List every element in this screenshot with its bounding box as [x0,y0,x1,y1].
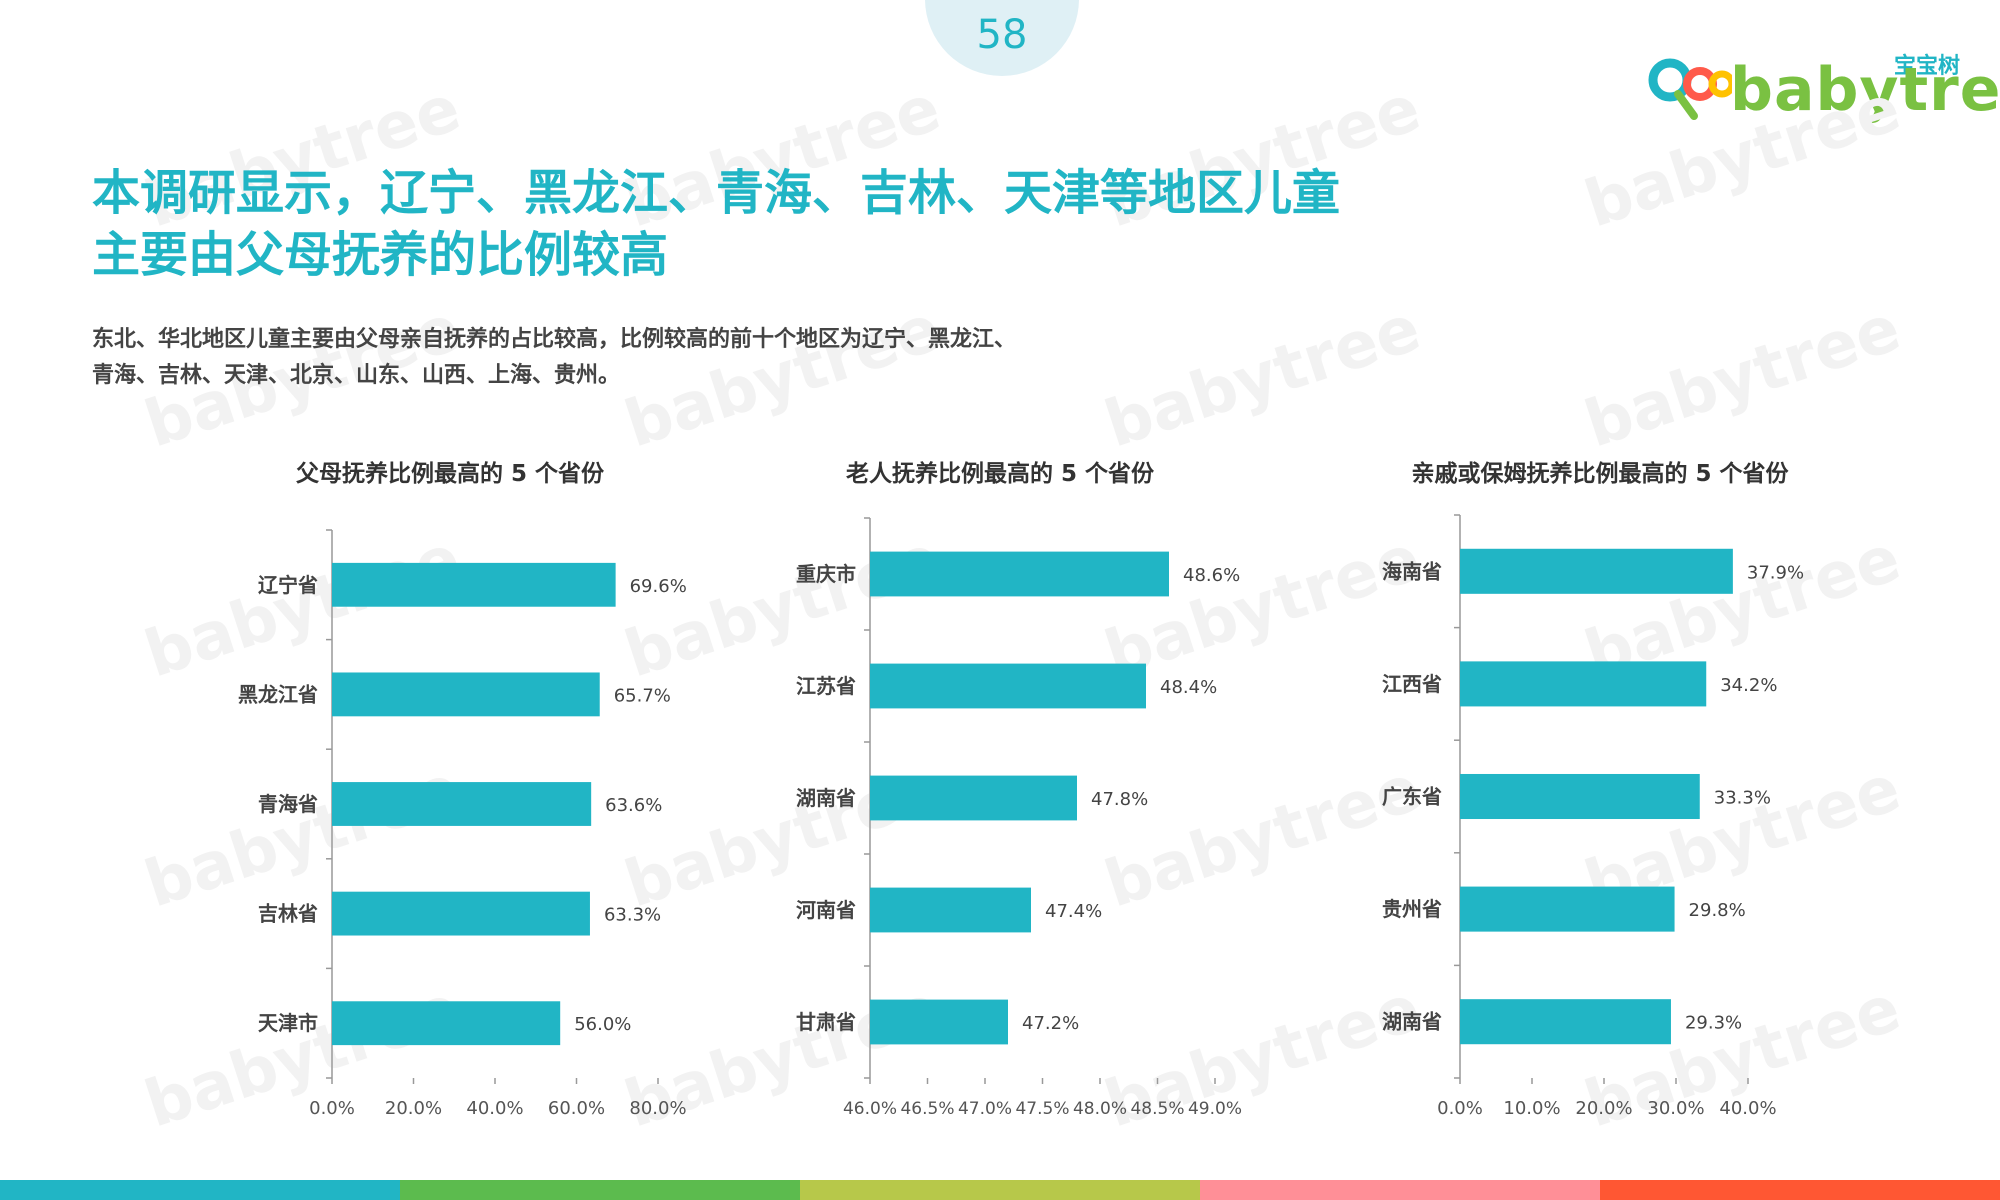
bar [870,887,1031,933]
category-label: 湖南省 [1382,1010,1442,1034]
bar [332,1001,561,1046]
x-axis-tick-label: 40.0% [1719,1098,1776,1119]
bar [870,551,1169,597]
bar [332,891,590,936]
bottom-bar-segment [400,1180,800,1200]
category-label: 江西省 [1382,672,1442,696]
category-label: 海南省 [1382,559,1442,583]
category-label: 贵州省 [1382,897,1442,921]
x-axis-tick-label: 20.0% [385,1098,442,1119]
bar [1460,548,1733,594]
x-axis-tick-label: 46.0% [843,1099,897,1119]
bar [870,663,1146,709]
data-label: 29.8% [1689,900,1746,921]
data-label: 47.8% [1091,789,1148,810]
bottom-bar-segment [0,1180,400,1200]
x-axis-tick-label: 48.0% [1073,1099,1127,1119]
bottom-bar-segment [800,1180,1200,1200]
logo-english-text: babytree [1730,55,2000,125]
bar [1460,999,1671,1045]
summary-line-2: 青海、吉林、天津、北京、山东、山西、上海、贵州。 [92,363,621,388]
summary-text: 东北、华北地区儿童主要由父母亲自抚养的占比较高，比例较高的前十个地区为辽宁、黑龙… [92,322,1392,394]
data-label: 47.2% [1022,1013,1079,1034]
page-number: 58 [976,12,1028,58]
category-label: 广东省 [1382,785,1442,809]
x-axis-tick-label: 0.0% [309,1098,355,1119]
x-axis-tick-label: 40.0% [466,1098,523,1119]
chart-3-title: 亲戚或保姆抚养比例最高的 5 个省份 [1411,461,1789,487]
summary-line-1: 东北、华北地区儿童主要由父母亲自抚养的占比较高，比例较高的前十个地区为辽宁、黑龙… [92,327,1017,352]
page-title: 本调研显示，辽宁、黑龙江、青海、吉林、天津等地区儿童 主要由父母抚养的比例较高 [92,162,1512,286]
data-label: 63.6% [605,795,662,816]
bar [870,775,1077,821]
x-axis-tick-label: 49.0% [1188,1099,1242,1119]
x-axis-tick-label: 47.0% [958,1099,1012,1119]
bottom-bar-segment [1600,1180,2000,1200]
logo-mark-icon [1648,58,1732,120]
x-axis-tick-label: 46.5% [900,1099,954,1119]
data-label: 65.7% [614,685,671,706]
bar [332,782,592,826]
bar [1460,661,1707,707]
category-label: 甘肃省 [796,1010,856,1034]
chart-1-title: 父母抚养比例最高的 5 个省份 [295,461,605,487]
category-label: 江苏省 [796,674,856,698]
bar [1460,886,1675,932]
category-label: 重庆市 [796,562,856,586]
x-axis-tick-label: 30.0% [1647,1098,1704,1119]
x-axis-tick-label: 48.5% [1130,1099,1184,1119]
bar [1460,773,1700,820]
data-label: 29.3% [1685,1013,1742,1034]
data-label: 48.4% [1160,677,1217,698]
x-axis-tick-label: 80.0% [629,1098,686,1119]
logo-chinese-text: 宝宝树 [1893,54,1960,79]
page-title-line-1: 本调研显示，辽宁、黑龙江、青海、吉林、天津等地区儿童 [92,165,1341,221]
data-label: 48.6% [1183,565,1240,586]
bar [332,672,600,717]
x-axis-tick-label: 10.0% [1503,1098,1560,1119]
category-label: 辽宁省 [258,573,318,597]
bottom-color-bar [0,1180,2000,1200]
chart-2-title: 老人抚养比例最高的 5 个省份 [845,461,1155,487]
x-axis-tick-label: 20.0% [1575,1098,1632,1119]
bar [332,562,616,607]
data-label: 34.2% [1720,675,1777,696]
category-label: 吉林省 [258,902,318,926]
page-title-line-2: 主要由父母抚养的比例较高 [92,227,669,283]
x-axis-tick-label: 60.0% [548,1098,605,1119]
babytree-logo: 宝宝树 babytree [1640,48,2000,128]
category-label: 天津市 [258,1011,318,1035]
bottom-bar-segment [1200,1180,1600,1200]
category-label: 河南省 [796,898,856,922]
data-label: 33.3% [1714,788,1771,809]
data-label: 37.9% [1747,562,1804,583]
x-axis-tick-label: 47.5% [1015,1099,1069,1119]
category-label: 黑龙江省 [238,682,318,706]
data-label: 47.4% [1045,901,1102,922]
category-label: 青海省 [258,792,318,816]
bar [870,999,1008,1045]
data-label: 63.3% [604,905,661,926]
data-label: 69.6% [630,576,687,597]
data-label: 56.0% [574,1014,631,1035]
x-axis-tick-label: 0.0% [1437,1098,1483,1119]
category-label: 湖南省 [796,786,856,810]
